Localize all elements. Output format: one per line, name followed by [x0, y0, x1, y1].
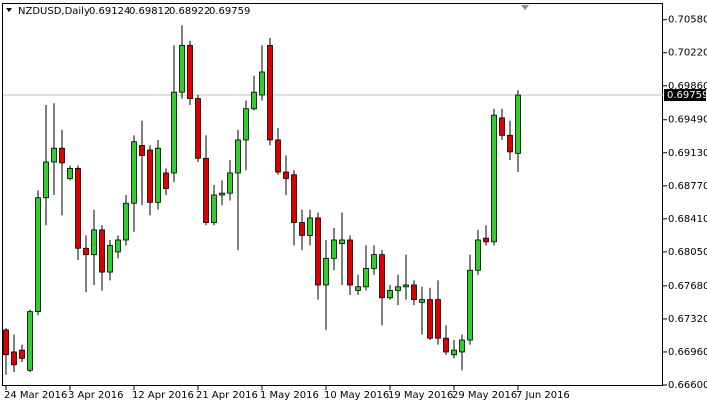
candle-body: [107, 245, 113, 273]
candle-body: [379, 254, 385, 299]
candle-body: [43, 161, 49, 199]
y-tick-label: 0.68050: [668, 247, 707, 258]
header-open: 0.69124: [89, 6, 130, 17]
candle-body: [315, 217, 321, 286]
candle-body: [459, 339, 465, 353]
candle-body: [99, 229, 105, 273]
candle-body: [291, 174, 297, 223]
candle-body: [507, 134, 513, 153]
y-tick-label: 0.69130: [668, 148, 707, 159]
candle-body: [355, 286, 361, 291]
candle-body: [195, 98, 201, 159]
candle-body: [235, 139, 241, 174]
candle-body: [219, 192, 225, 196]
candle-body: [147, 149, 153, 203]
candle-body: [51, 147, 57, 163]
candle-body: [243, 108, 249, 141]
x-tick-label: 12 Apr 2016: [132, 390, 194, 401]
candle-body: [259, 71, 265, 96]
x-tick-label: 24 Mar 2016: [4, 390, 67, 401]
plot-frame: [2, 3, 663, 386]
candle-body: [475, 239, 481, 271]
candle-body: [27, 311, 33, 371]
candle-body: [483, 237, 489, 243]
candle-body: [331, 239, 337, 259]
x-tick-label: 3 Apr 2016: [68, 390, 123, 401]
candle-body: [395, 286, 401, 291]
candle-body: [307, 217, 313, 236]
shift-marker: [521, 5, 529, 10]
candle-body: [83, 247, 89, 256]
candle-body: [179, 44, 185, 93]
candle-body: [203, 157, 209, 223]
candle-body: [363, 268, 369, 288]
candle-body: [123, 202, 129, 241]
header-low: 0.68922: [169, 6, 210, 17]
candle-body: [91, 229, 97, 256]
candle-body: [347, 239, 353, 286]
candle-body: [115, 239, 121, 253]
candle-body: [131, 141, 137, 204]
candle-body: [427, 299, 433, 339]
candle-body: [299, 222, 305, 236]
price-label: 0.69759: [667, 90, 707, 101]
candle-body: [35, 197, 41, 312]
x-tick-label: 7 Jun 2016: [516, 390, 570, 401]
candle-body: [227, 172, 233, 194]
candle-body: [467, 269, 473, 341]
candle-body: [11, 351, 17, 366]
candle-body: [323, 257, 329, 286]
candle-body: [451, 349, 457, 356]
candle-body: [339, 239, 345, 245]
candle-body: [275, 139, 281, 173]
header-high: 0.69812: [129, 6, 170, 17]
header-close: 0.69759: [209, 6, 250, 17]
candle-body: [411, 284, 417, 301]
x-tick-label: 29 May 2016: [452, 390, 517, 401]
candle-body: [155, 147, 161, 203]
y-tick-label: 0.68770: [668, 181, 707, 192]
candle-body: [515, 94, 521, 154]
candle-body: [491, 114, 497, 243]
y-tick-label: 0.66960: [668, 347, 707, 358]
candle-body: [67, 167, 73, 179]
candle-body: [139, 145, 145, 156]
candle-body: [499, 117, 505, 136]
candle-body: [403, 284, 409, 288]
menu-triangle[interactable]: [6, 8, 12, 12]
candle-body: [387, 290, 393, 299]
chart-title: NZDUSD,Daily: [18, 6, 90, 17]
y-tick-label: 0.69860: [668, 81, 707, 92]
candle-body: [75, 167, 81, 249]
candle-body: [19, 349, 25, 359]
candle-body: [59, 147, 65, 164]
candle-body: [251, 91, 257, 110]
candle-body: [3, 329, 9, 356]
y-tick-label: 0.68410: [668, 214, 707, 225]
candle-body: [211, 194, 217, 223]
candle-body: [267, 44, 273, 141]
x-tick-label: 10 May 2016: [324, 390, 389, 401]
candle-body: [419, 299, 425, 303]
price-label-box: [664, 89, 706, 102]
x-tick-label: 21 Apr 2016: [196, 390, 258, 401]
x-tick-label: 1 May 2016: [260, 390, 319, 401]
x-tick-label: 19 May 2016: [388, 390, 453, 401]
y-tick-label: 0.70580: [668, 15, 707, 26]
candle-body: [187, 44, 193, 100]
candle-body: [163, 172, 169, 189]
candle-body: [171, 91, 177, 174]
y-tick-label: 0.69490: [668, 115, 707, 126]
candle-body: [435, 299, 441, 339]
y-tick-label: 0.67320: [668, 314, 707, 325]
candle-body: [371, 254, 377, 269]
y-tick-label: 0.70220: [668, 48, 707, 59]
candle-body: [283, 171, 289, 179]
y-tick-label: 0.66600: [668, 380, 707, 391]
candle-body: [443, 337, 449, 353]
y-tick-label: 0.67680: [668, 281, 707, 292]
